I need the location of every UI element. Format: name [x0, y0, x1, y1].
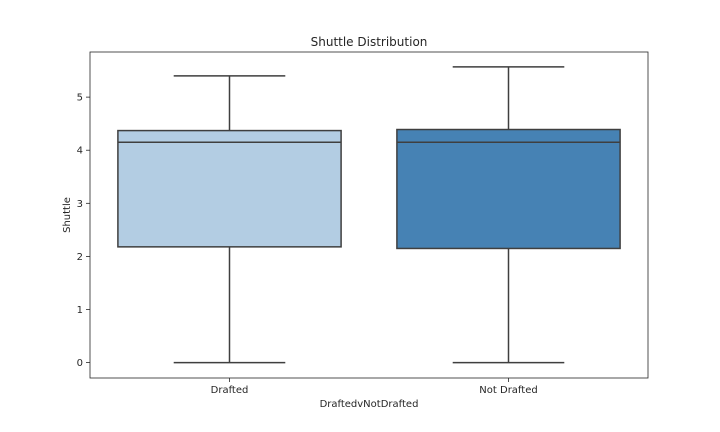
- y-axis-label: Shuttle: [62, 197, 73, 233]
- box-group: [396, 66, 621, 364]
- chart-title: Shuttle Distribution: [311, 35, 428, 49]
- y-tick-label: 4: [77, 146, 83, 157]
- y-tick-label: 1: [77, 305, 83, 316]
- x-tick-label: Not Drafted: [479, 385, 537, 396]
- x-axis-label: DraftedvNotDrafted: [320, 399, 419, 410]
- y-tick-label: 3: [77, 199, 83, 210]
- box-group: [117, 75, 342, 364]
- y-tick-label: 5: [77, 93, 83, 104]
- boxes-layer: [117, 66, 621, 364]
- y-axis: 0 1 2 3 4 5: [77, 93, 90, 369]
- x-tick-label: Drafted: [211, 385, 249, 396]
- y-tick-label: 2: [77, 252, 83, 263]
- x-axis: Drafted Not Drafted: [211, 378, 538, 396]
- box-iqr: [117, 129, 342, 248]
- box-iqr: [396, 128, 621, 250]
- y-tick-label: 0: [77, 358, 83, 369]
